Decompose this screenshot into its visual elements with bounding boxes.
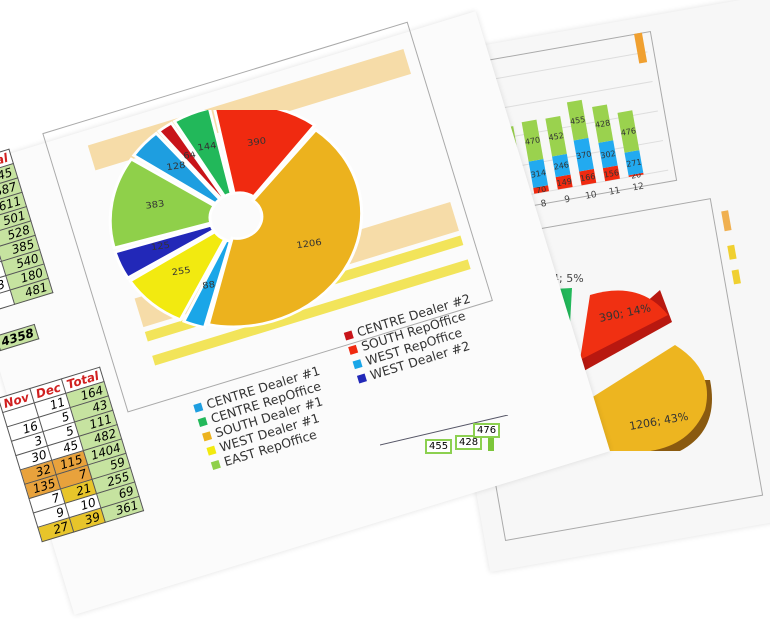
legend-swatch xyxy=(198,417,208,427)
top-sum-row: 56354358 xyxy=(0,324,40,371)
top-data-table: Total 4545 3587 1611 9501 7528 4385 0540… xyxy=(0,149,53,315)
legend-swatch xyxy=(348,344,358,354)
data-label: 455 xyxy=(425,439,452,454)
x-tick-label: 11 xyxy=(608,186,621,198)
legend-swatch xyxy=(202,431,212,441)
legend-swatch xyxy=(344,330,354,340)
legend-swatch xyxy=(211,460,221,470)
x-tick-label: 10 xyxy=(584,190,597,202)
data-label: 476 xyxy=(473,423,500,438)
legend-swatch xyxy=(206,445,216,455)
legend-swatch xyxy=(357,373,367,383)
marker xyxy=(721,210,731,231)
x-tick-label: 9 xyxy=(564,195,572,206)
line-chart-fragment: 455 428 476 xyxy=(380,415,520,451)
marker xyxy=(727,245,736,260)
x-tick-label: 12 xyxy=(632,182,645,194)
cell: 4358 xyxy=(0,324,39,350)
pie-data-label: 88 xyxy=(202,280,216,292)
x-tick-label: 8 xyxy=(540,199,548,210)
legend-swatch xyxy=(193,402,203,412)
legend-swatch xyxy=(352,359,362,369)
